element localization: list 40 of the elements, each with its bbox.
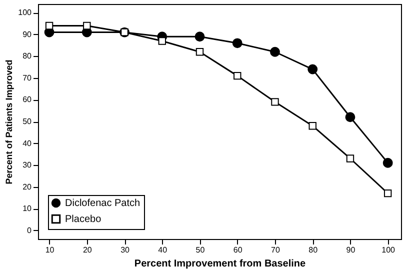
- x-tick-label: 40: [158, 246, 168, 254]
- point: [270, 46, 280, 57]
- x-tick-label: 30: [120, 246, 130, 254]
- x-tick-label: 80: [308, 246, 318, 254]
- point: [196, 48, 204, 56]
- y-tick-label: 90: [22, 30, 32, 39]
- x-tick-label: 70: [271, 246, 280, 254]
- y-tick-label: 30: [22, 160, 32, 170]
- point: [232, 38, 242, 48]
- y-tick-label: 50: [22, 117, 32, 126]
- x-tick-label: 90: [346, 246, 356, 254]
- legend-label: Diclofenac Patch: [65, 198, 140, 209]
- y-tick-label: 80: [22, 52, 32, 61]
- point: [194, 32, 205, 42]
- point: [45, 22, 54, 30]
- x-tick-label: 20: [82, 246, 92, 254]
- point: [158, 37, 166, 45]
- y-tick-label: 70: [22, 73, 32, 82]
- x-axis-title: Percent Improvement from Baseline: [134, 258, 306, 270]
- legend-label: Placebo: [65, 214, 102, 225]
- x-tick-label: 60: [233, 246, 243, 254]
- y-tick-label: 20: [22, 182, 32, 192]
- point: [308, 122, 316, 130]
- y-tick-label: 40: [22, 138, 32, 148]
- point: [308, 64, 318, 74]
- y-axis-title: Percent of Patients Improved: [4, 60, 14, 184]
- point: [346, 154, 354, 162]
- x-tick-label: 100: [382, 246, 396, 254]
- point: [345, 112, 356, 122]
- point: [234, 72, 242, 80]
- y-tick-label: 0: [27, 226, 32, 235]
- y-tick-label: 100: [18, 8, 32, 18]
- point: [384, 189, 392, 198]
- x-tick-label: 10: [45, 246, 55, 254]
- x-tick-label: 50: [196, 246, 206, 254]
- y-tick-label: 10: [22, 204, 32, 214]
- point: [83, 22, 91, 30]
- point: [271, 98, 279, 106]
- y-tick-label: 60: [22, 95, 32, 104]
- point: [382, 158, 393, 168]
